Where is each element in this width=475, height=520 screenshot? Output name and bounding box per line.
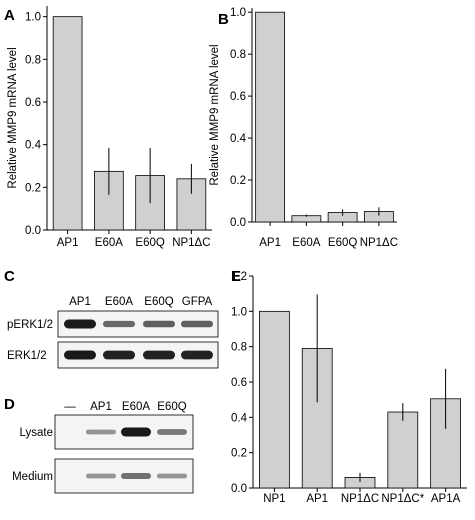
blot-band [181,320,213,328]
x-tick-label: NP1ΔC [360,237,398,249]
y-axis-label: Relative MMP9 mRNA level [7,47,19,188]
x-tick-label: NP1ΔC* [381,493,424,505]
y-tick-label: 0.6 [230,91,246,103]
y-tick-label: 0.4 [231,412,248,424]
y-tick-label: 0.2 [25,182,41,194]
x-tick-label: AP1 [57,237,79,249]
y-tick-label: 0.8 [25,54,41,66]
row-label: Medium [12,471,53,483]
blot-band [143,320,175,328]
y-tick-label: 0.4 [230,133,247,145]
y-tick-label: 1.0 [25,12,41,24]
y-tick-label: 1.0 [231,306,247,318]
y-tick-label: 0.0 [231,483,247,495]
blot-band [121,473,151,479]
panel-label-c: C [4,268,15,285]
y-tick-label: 0.0 [230,217,246,229]
lane-label: E60A [122,401,150,413]
bar [387,411,419,489]
x-tick-label: E60Q [328,237,357,249]
bar [259,310,290,489]
y-tick-label: 0.2 [230,175,246,187]
x-tick-label: AP1 [259,237,281,249]
blot-band [143,350,175,360]
panel-label-d: D [4,396,15,413]
blot-band [103,320,135,328]
x-tick-label: NP1ΔC [172,237,210,249]
blot-band [157,473,187,479]
x-tick-label: E60A [95,237,123,249]
blot-band [103,350,135,360]
x-tick-label: NP1ΔC [341,493,379,505]
lane-label: AP1 [69,296,91,308]
row-label: pERK1/2 [7,319,53,331]
y-tick-label: 0.6 [231,377,247,389]
blot-band [157,429,187,435]
blot-band [64,319,96,329]
y-tick-label: 0.2 [231,448,247,460]
chart-a: 0.0 0.2 0.4 0.6 0.8 1.0 Relative MMP9 mRNA lev… [7,6,212,249]
western-blot-d: — AP1 E60A E60Q Lysate Medium [12,401,194,494]
row-label: ERK1/2 [7,350,47,362]
lane-label: AP1 [90,401,112,413]
y-tick-label: 1.2 [231,271,247,283]
y-axis-label: Relative MMP9 mRNA level [209,44,221,185]
lane-label: E60Q [144,296,173,308]
lane-label: — [64,401,76,413]
lane-label: E60A [105,296,133,308]
blot-band [86,473,116,479]
bar [52,16,83,231]
blot-band [86,429,116,435]
x-tick-label: AP1 [306,493,328,505]
y-tick-label: 0.8 [231,342,247,354]
panel-label-e: E [231,268,241,285]
y-tick-label: 0.0 [25,225,41,237]
x-tick-label: E60A [292,237,320,249]
chart-b: 0.0 0.2 0.4 0.6 0.8 1.0 Relative MMP9 mRNA lev… [209,7,398,249]
blot-band [64,350,96,360]
panel-label-b: B [218,11,229,28]
blot-band [121,427,151,437]
row-label: Lysate [20,427,53,439]
panel-label-a: A [4,7,15,24]
x-tick-label: NP1 [263,493,285,505]
chart-e: 0.0 0.2 0.4 0.6 0.8 1.0 1.2 NP1 AP1 NP1ΔC NP1ΔC* AP… [231,271,467,505]
y-tick-label: 0.4 [25,140,42,152]
bar [255,11,286,223]
lane-label: E60Q [157,401,186,413]
y-tick-label: 0.6 [25,97,41,109]
x-tick-label: E60Q [135,237,164,249]
y-tick-label: 0.8 [230,49,246,61]
y-tick-label: 1.0 [230,7,246,19]
x-tick-label: AP1A [431,493,461,505]
western-blot-c: AP1 E60A E60Q GFPA pERK1/2 ERK1/2 [7,296,219,369]
blot-band [181,350,213,360]
lane-label: GFPA [182,296,213,308]
